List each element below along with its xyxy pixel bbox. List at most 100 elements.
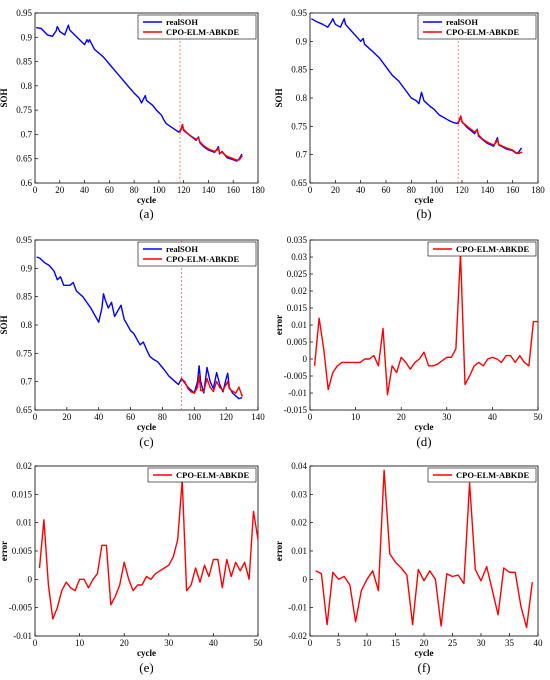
x-tick-label: 40 — [94, 412, 104, 422]
y-axis-label: SOH — [274, 88, 284, 107]
data-point — [216, 381, 218, 383]
legend-label: CPO-ELM-ABKDE — [166, 254, 240, 264]
y-tick-label: 0.04 — [291, 461, 307, 471]
data-point — [226, 155, 228, 157]
y-tick-label: 0.025 — [287, 269, 308, 279]
x-tick-label: 25 — [448, 638, 458, 648]
data-point — [190, 391, 192, 393]
data-point — [184, 381, 186, 383]
y-tick-label: 0.95 — [16, 235, 32, 245]
y-axis-label: error — [0, 541, 9, 561]
chart-panel-a: 0 20 40 60 80 100 120 140 160 180 0.6 0.65 0.7 0.75 0.… — [0, 8, 265, 221]
y-tick-label: 0.75 — [16, 348, 32, 358]
data-point — [241, 155, 243, 157]
data-point — [228, 388, 230, 390]
x-tick-label: 10 — [351, 412, 361, 422]
data-point — [217, 147, 219, 149]
x-tick-label: 140 — [481, 185, 495, 195]
y-tick-label: -0.015 — [284, 405, 308, 415]
x-axis-label: cycle — [415, 195, 434, 205]
x-tick-label: 60 — [382, 185, 392, 195]
x-tick-label: 20 — [420, 638, 430, 648]
x-tick-label: 160 — [226, 185, 240, 195]
legend: CPO-ELM-ABKDE — [148, 468, 256, 482]
data-point — [183, 129, 185, 131]
chart-panel-f: 0 5 10 15 20 25 30 35 40-0.02-0.0100.010.020.030… — [274, 461, 543, 675]
x-tick-label: 20 — [55, 185, 65, 195]
legend-label: CPO-ELM-ABKDE — [456, 244, 530, 254]
legend: realSOHCPO-ELM-ABKDE — [138, 15, 256, 39]
y-tick-label: 0.65 — [291, 178, 307, 188]
y-tick-label: -0.01 — [288, 603, 307, 613]
data-point — [181, 378, 183, 380]
data-point — [195, 138, 197, 140]
x-tick-label: 0 — [33, 412, 38, 422]
y-tick-label: 0.02 — [291, 286, 307, 296]
x-tick-label: 80 — [130, 185, 140, 195]
x-tick-label: 0 — [33, 185, 38, 195]
legend-label: CPO-ELM-ABKDE — [166, 27, 240, 37]
y-tick-label: 0.9 — [21, 263, 33, 273]
x-tick-label: 100 — [188, 412, 202, 422]
x-tick-label: 50 — [254, 638, 264, 648]
x-tick-label: 35 — [505, 638, 515, 648]
legend-label: realSOH — [166, 244, 198, 254]
x-tick-label: 30 — [442, 412, 452, 422]
data-point — [232, 390, 234, 392]
data-point — [180, 128, 182, 130]
y-tick-label: 0.8 — [21, 81, 33, 91]
y-tick-label: 0.65 — [16, 154, 32, 164]
data-point — [209, 386, 211, 388]
x-tick-label: 40 — [80, 185, 90, 195]
y-tick-label: 0.8 — [296, 93, 308, 103]
data-point — [236, 159, 238, 161]
data-point — [203, 390, 205, 392]
x-tick-label: 60 — [105, 185, 115, 195]
y-tick-label: 0.005 — [287, 337, 308, 347]
y-tick-label: 0.7 — [21, 129, 33, 139]
y-tick-label: 0.9 — [21, 32, 33, 42]
legend-label: CPO-ELM-ABKDE — [456, 470, 530, 480]
data-point — [213, 390, 215, 392]
y-tick-label: 0.005 — [12, 546, 33, 556]
data-point — [203, 145, 205, 147]
x-tick-label: 0 — [308, 412, 313, 422]
y-tick-label: 0.02 — [16, 461, 32, 471]
legend-label: CPO-ELM-ABKDE — [176, 470, 250, 480]
y-tick-label: 0.85 — [16, 292, 32, 302]
data-point — [481, 138, 483, 140]
data-point — [222, 389, 224, 391]
chart-panel-e: 0 10 20 30 40 50-0.01-0.00500.0050.010.0150.0… — [0, 461, 263, 675]
y-tick-label: 0.6 — [21, 178, 33, 188]
chart-panel-d: 0 10 20 30 40 50-0.015-0.01-0.00500.0050.010.… — [274, 235, 543, 449]
x-tick-label: 100 — [430, 185, 444, 195]
x-tick-label: 100 — [152, 185, 166, 195]
data-point — [198, 375, 200, 377]
data-point — [238, 386, 240, 388]
panel-caption: (e) — [139, 660, 153, 675]
data-point — [461, 121, 463, 123]
data-point — [188, 134, 190, 136]
data-point — [498, 144, 500, 146]
x-tick-label: 120 — [219, 412, 233, 422]
panel-caption: (f) — [418, 660, 431, 675]
y-tick-label: -0.01 — [288, 388, 307, 398]
y-axis-label: SOH — [0, 315, 9, 334]
x-axis-label: cycle — [415, 648, 434, 658]
x-tick-label: 30 — [477, 638, 487, 648]
data-point — [493, 144, 495, 146]
y-tick-label: 0.01 — [291, 546, 307, 556]
x-axis-label: cycle — [137, 422, 156, 432]
data-point — [460, 115, 462, 117]
y-tick-label: 0.01 — [291, 320, 307, 330]
data-point — [512, 149, 514, 151]
x-tick-label: 80 — [158, 412, 168, 422]
x-tick-label: 15 — [391, 638, 401, 648]
legend: CPO-ELM-ABKDE — [428, 468, 536, 482]
x-tick-label: 180 — [251, 185, 265, 195]
panel-caption: (d) — [416, 434, 431, 449]
data-point — [486, 141, 488, 143]
